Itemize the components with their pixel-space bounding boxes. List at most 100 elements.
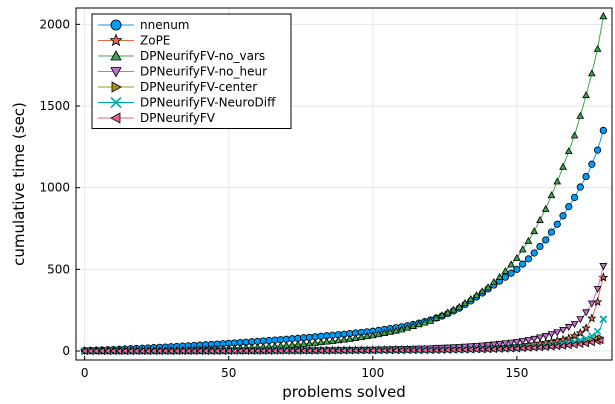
y-tick-label: 500 xyxy=(47,262,70,276)
series-marker xyxy=(524,236,533,244)
series-marker xyxy=(449,305,458,313)
series-marker xyxy=(565,203,573,211)
legend-entry: nnenum xyxy=(98,18,190,32)
series-marker xyxy=(575,328,586,338)
series-marker xyxy=(599,126,607,135)
series-marker xyxy=(513,339,521,347)
series-marker xyxy=(489,341,498,349)
series-marker xyxy=(564,147,573,155)
series-marker xyxy=(536,334,544,342)
series-marker xyxy=(415,320,423,328)
series-marker xyxy=(519,260,527,268)
series-marker xyxy=(438,311,446,319)
series-marker xyxy=(587,338,595,347)
series-marker xyxy=(599,315,608,323)
series-marker xyxy=(472,291,481,299)
series-marker xyxy=(328,336,337,344)
series-marker xyxy=(553,177,562,185)
series-marker xyxy=(570,340,578,349)
series-marker xyxy=(294,340,302,348)
series-marker xyxy=(569,330,580,341)
series-dpneurifyfv xyxy=(80,336,604,355)
series-marker xyxy=(541,333,550,341)
series-marker xyxy=(576,111,585,119)
legend-entry: DPNeurifyFV-no_vars xyxy=(98,49,265,63)
series-marker xyxy=(547,228,556,236)
series-marker xyxy=(518,338,527,346)
legend-marker xyxy=(111,81,122,93)
series-marker xyxy=(536,242,544,251)
series-marker xyxy=(582,172,590,181)
series-marker xyxy=(559,162,567,170)
series-marker xyxy=(524,255,533,263)
y-axis-ticks: 0 500 1000 1500 2000 xyxy=(39,17,80,358)
series-marker xyxy=(489,278,498,286)
series-marker xyxy=(426,316,435,324)
series-marker xyxy=(299,339,308,347)
y-tick-label: 1500 xyxy=(39,99,70,113)
series-marker xyxy=(553,329,562,337)
legend-label: DPNeurifyFV-center xyxy=(140,80,257,94)
legend-entry: ZoPE xyxy=(98,33,170,48)
series-marker xyxy=(317,338,325,346)
series-layer xyxy=(79,12,609,356)
series-marker xyxy=(564,333,574,343)
series-marker xyxy=(542,236,550,244)
y-tick-label: 0 xyxy=(62,344,70,358)
series-marker xyxy=(581,323,591,333)
series-marker xyxy=(587,69,596,77)
legend-entry: DPNeurifyFV-center xyxy=(98,80,257,94)
series-marker xyxy=(484,342,492,350)
series-marker xyxy=(530,249,538,257)
x-tick-label: 50 xyxy=(221,366,236,380)
series-marker xyxy=(397,325,406,333)
series-marker xyxy=(559,212,567,220)
series-marker xyxy=(599,263,608,271)
legend-entry: DPNeurifyFV xyxy=(98,111,216,125)
series-marker xyxy=(386,327,394,335)
series-marker xyxy=(466,295,475,303)
series-marker xyxy=(576,183,584,191)
series-marker xyxy=(547,191,556,199)
series-marker xyxy=(564,341,572,350)
series-marker xyxy=(478,287,487,295)
legend-label: nnenum xyxy=(140,18,190,32)
series-marker xyxy=(495,340,504,348)
series-marker xyxy=(409,321,418,329)
series-marker xyxy=(455,302,464,310)
series-marker xyxy=(495,272,504,280)
legend-marker xyxy=(110,19,122,31)
series-marker xyxy=(507,339,516,347)
series-marker xyxy=(582,339,590,348)
series-marker xyxy=(501,340,510,348)
series-marker xyxy=(587,300,596,308)
series-marker xyxy=(461,298,469,306)
series-marker xyxy=(501,273,509,281)
series-marker xyxy=(553,220,561,228)
legend-label: DPNeurifyFV-no_vars xyxy=(140,49,265,63)
series-marker xyxy=(587,313,597,323)
legend-label: ZoPE xyxy=(140,34,170,48)
series-marker xyxy=(443,308,452,316)
series-marker xyxy=(593,327,602,336)
series-marker xyxy=(559,326,567,334)
x-tick-label: 150 xyxy=(505,366,528,380)
series-marker xyxy=(357,333,366,340)
series-marker xyxy=(345,334,354,342)
series-marker xyxy=(403,323,412,331)
series-marker xyxy=(582,309,590,317)
series-marker xyxy=(530,227,539,235)
legend-marker xyxy=(110,112,121,124)
series-marker xyxy=(570,193,579,202)
series-marker xyxy=(553,342,561,351)
series-marker xyxy=(334,336,343,344)
series-marker xyxy=(288,340,297,348)
legend-entry: DPNeurifyFV-no_heur xyxy=(98,65,267,79)
series-marker xyxy=(380,328,389,336)
series-marker xyxy=(593,285,602,293)
series-marker xyxy=(478,342,487,350)
series-marker xyxy=(552,335,562,345)
x-axis-label: problems solved xyxy=(282,383,405,401)
